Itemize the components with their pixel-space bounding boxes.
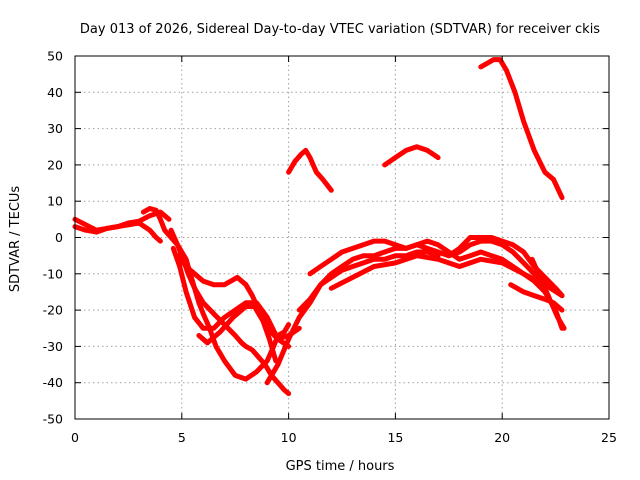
series-layer	[72, 57, 567, 397]
y-tick-label: -30	[43, 339, 63, 354]
series-line-trace-5	[170, 245, 292, 349]
series-line-trace-12	[446, 235, 565, 299]
series-line-trace-16	[382, 144, 441, 168]
y-tick-label: -20	[43, 303, 63, 318]
y-tick-label: 0	[55, 230, 63, 245]
series-line-trace-17	[478, 57, 565, 201]
series-line-trace-7	[196, 304, 279, 364]
x-tick-label: 15	[387, 430, 403, 445]
series-line-trace-13	[508, 282, 565, 313]
y-tick-label: 50	[47, 49, 63, 64]
series-line-trace-15	[286, 147, 334, 193]
y-tick-label: 10	[47, 194, 63, 209]
series-line-trace-3	[140, 206, 292, 382]
series-line-trace-6	[175, 253, 302, 342]
x-tick-label: 0	[71, 430, 79, 445]
y-tick-label: -10	[43, 266, 63, 281]
tick-labels: 0 5 10 15 20 25 -50 -40 -30 -20 -10 0 10 20 30 40 50	[43, 49, 617, 446]
series-line-trace-11	[328, 253, 565, 299]
series-line-trace-8	[264, 249, 441, 386]
y-tick-label: -40	[43, 375, 63, 390]
series-line-trace-14	[529, 256, 567, 331]
x-axis-label: GPS time / hours	[286, 459, 395, 474]
y-tick-label: 20	[47, 157, 63, 172]
chart-title: Day 013 of 2026, Sidereal Day-to-day VTE…	[80, 22, 600, 37]
x-tick-label: 25	[601, 430, 617, 445]
y-tick-label: 30	[47, 121, 63, 136]
x-tick-label: 5	[178, 430, 186, 445]
y-tick-label: -50	[43, 412, 63, 427]
x-tick-label: 20	[494, 430, 510, 445]
x-tick-label: 10	[281, 430, 297, 445]
y-axis-label: SDTVAR / TECUs	[8, 186, 23, 293]
series-line-trace-2	[72, 216, 163, 244]
y-tick-label: 40	[47, 85, 63, 100]
axis-ticks	[74, 55, 610, 420]
grid-lines	[75, 56, 609, 419]
series-line-trace-9	[296, 238, 565, 313]
